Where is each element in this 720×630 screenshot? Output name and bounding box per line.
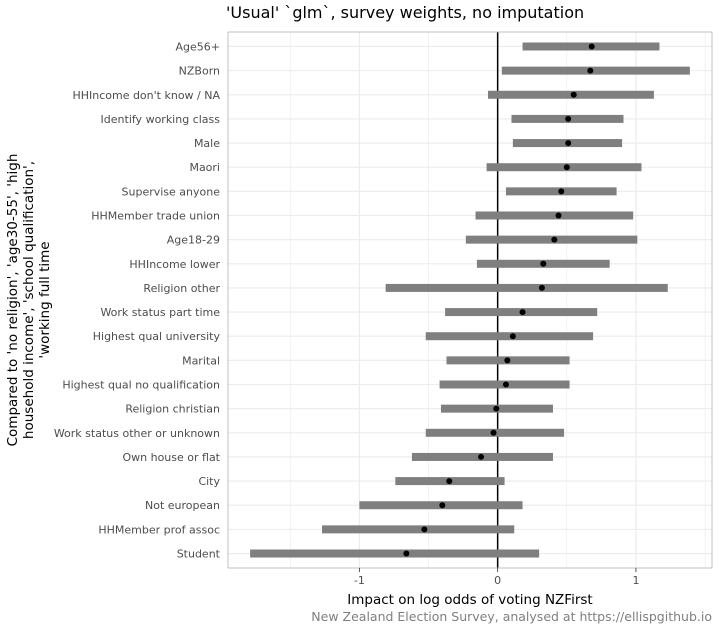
y-tick-label: Own house or flat [122,451,220,464]
x-tick-label: -1 [354,574,365,587]
y-tick-label: HHMember trade union [91,209,220,222]
estimate-point [587,67,594,74]
x-tick-labels: -1 0 1 [354,568,639,587]
x-tick-label: 1 [632,574,639,587]
y-tick-label: Age18-29 [167,234,220,247]
y-tick-label: City [198,475,220,488]
chart-caption: New Zealand Election Survey, analysed at… [311,609,712,624]
estimate-point [446,478,453,485]
estimate-point [555,212,562,219]
y-tick-label: Religion other [143,282,220,295]
estimate-point [551,236,558,243]
y-tick-label: Identify working class [101,113,221,126]
y-tick-label: Maori [189,161,220,174]
estimate-point [478,453,485,460]
interval-bar [475,211,634,220]
y-tick-label: Male [194,137,220,150]
estimate-point [565,115,572,122]
y-tick-label: Not european [145,499,220,512]
estimate-point [493,405,500,412]
estimate-point [490,429,497,436]
estimate-point [563,164,570,171]
estimate-point [540,260,547,267]
x-axis-label: Impact on log odds of voting NZFirst [347,592,592,608]
estimate-point [519,309,526,316]
estimate-point [558,188,565,195]
estimate-points [403,43,595,557]
estimate-point [504,357,511,364]
chart-title: 'Usual' `glm`, survey weights, no imputa… [226,3,584,22]
y-tick-label: Religion christian [125,403,220,416]
y-tick-label: Work status other or unknown [54,427,220,440]
interval-bar [385,283,668,292]
y-tick-label: HHIncome lower [129,258,220,271]
y-tick-label: Marital [182,354,220,367]
y-tick-labels: Age56+ NZBorn HHIncome don't know / NA Iden… [54,40,221,560]
interval-bar [425,332,594,341]
estimate-point [509,333,516,340]
estimate-point [502,381,509,388]
estimate-point [565,140,572,147]
plot-panel-border [227,31,713,569]
y-axis-label-line-3: 'working full time [37,241,53,358]
estimate-point [570,91,577,98]
interval-bar [501,66,690,75]
y-tick-label: HHMember prof assoc [98,523,220,536]
estimate-point [421,526,428,533]
interval-bar [250,549,540,558]
y-axis-label-line-2: household income', 'school qualification… [21,161,37,439]
y-tick-label: Work status part time [100,306,220,319]
plot-panel [228,32,712,568]
estimate-point [403,550,410,557]
y-tick-label: Supervise anyone [122,185,221,198]
y-tick-label: NZBorn [179,65,220,78]
y-tick-label: Student [177,548,221,561]
estimate-point [439,502,446,509]
y-axis-label: Compared to 'no religion', 'age30-55', '… [5,154,53,447]
x-tick-label: 0 [494,574,501,587]
y-tick-label: HHIncome don't know / NA [72,89,220,102]
y-tick-label: Age56+ [176,40,221,53]
interval-bar [322,525,515,534]
y-axis-label-line-1: Compared to 'no religion', 'age30-55', '… [5,154,21,447]
estimate-point [588,43,595,50]
estimate-point [538,284,545,291]
y-tick-label: Highest qual no qualification [62,379,220,392]
y-tick-label: Highest qual university [93,330,221,343]
